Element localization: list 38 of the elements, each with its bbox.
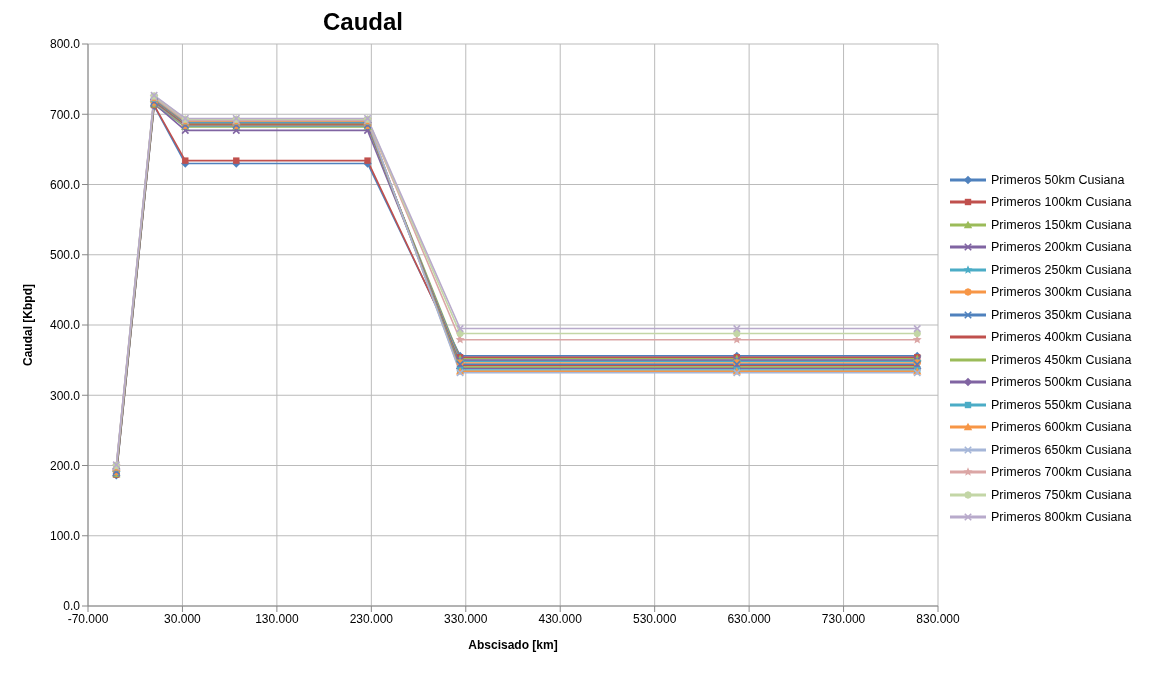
legend-label: Primeros 100km Cusiana xyxy=(991,195,1132,210)
legend-label: Primeros 700km Cusiana xyxy=(991,465,1132,480)
x-tick-label: 830.000 xyxy=(916,611,961,626)
y-tick-label: 800.0 xyxy=(49,37,81,52)
x-tick-label: -70.000 xyxy=(67,611,109,626)
legend-label: Primeros 300km Cusiana xyxy=(991,285,1132,300)
x-tick-label: 730.000 xyxy=(821,611,866,626)
y-tick-label: 300.0 xyxy=(49,388,81,403)
legend-label: Primeros 800km Cusiana xyxy=(991,510,1132,525)
y-tick-label: 500.0 xyxy=(49,248,81,263)
legend-label: Primeros 50km Cusiana xyxy=(991,172,1125,187)
legend-label: Primeros 400km Cusiana xyxy=(991,330,1132,345)
legend-label: Primeros 650km Cusiana xyxy=(991,442,1132,457)
legend-label: Primeros 750km Cusiana xyxy=(991,487,1132,502)
x-tick-label: 130.000 xyxy=(255,611,299,626)
y-tick-label: 700.0 xyxy=(49,107,81,122)
y-tick-label: 200.0 xyxy=(49,458,81,473)
y-tick-label: 0.0 xyxy=(63,599,81,614)
legend-label: Primeros 350km Cusiana xyxy=(991,307,1132,322)
y-axis-title: Caudal [Kbpd] xyxy=(21,284,36,366)
y-tick-label: 100.0 xyxy=(49,529,81,544)
y-tick-label: 600.0 xyxy=(49,177,81,192)
x-tick-label: 30.000 xyxy=(164,611,202,626)
legend-label: Primeros 500km Cusiana xyxy=(991,375,1132,390)
x-tick-label: 430.000 xyxy=(538,611,583,626)
x-tick-label: 530.000 xyxy=(632,611,677,626)
legend-label: Primeros 150km Cusiana xyxy=(991,217,1132,232)
legend-label: Primeros 450km Cusiana xyxy=(991,352,1132,367)
y-tick-label: 400.0 xyxy=(49,318,81,333)
legend-label: Primeros 200km Cusiana xyxy=(991,240,1132,255)
chart-title: Caudal xyxy=(322,8,404,36)
x-tick-label: 230.000 xyxy=(349,611,394,626)
legend-label: Primeros 550km Cusiana xyxy=(991,397,1132,412)
x-tick-label: 630.000 xyxy=(727,611,772,626)
legend-label: Primeros 250km Cusiana xyxy=(991,262,1132,277)
x-tick-label: 330.000 xyxy=(444,611,488,626)
legend-label: Primeros 600km Cusiana xyxy=(991,420,1132,435)
x-axis-title: Abscisado [km] xyxy=(468,638,558,652)
